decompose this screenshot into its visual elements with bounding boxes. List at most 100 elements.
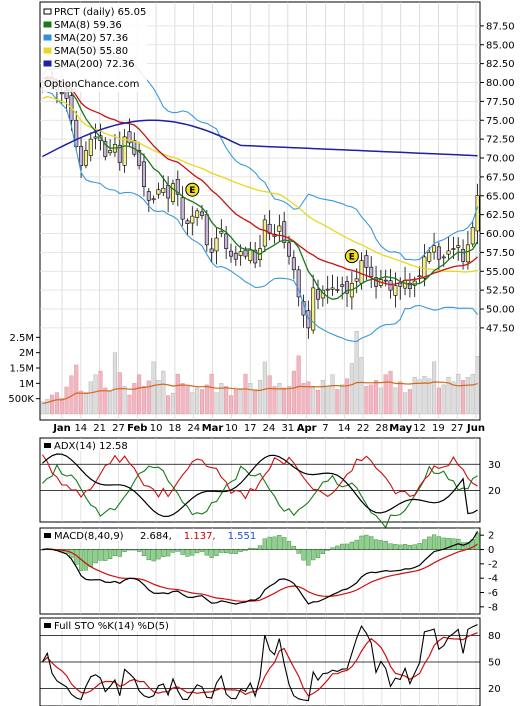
- sto-legend-swatch: [44, 623, 51, 628]
- volume-bar: [103, 387, 108, 415]
- macd-histogram-bar: [127, 549, 132, 551]
- candle-down: [166, 185, 171, 199]
- volume-bar: [301, 383, 306, 415]
- macd-histogram-bar: [98, 549, 103, 561]
- price-tick-label: 60.00: [486, 229, 515, 240]
- adx-label-box: [41, 439, 123, 451]
- candle-up: [248, 249, 253, 261]
- date-axis-label: 10: [150, 423, 163, 434]
- volume-bar: [267, 375, 272, 415]
- volume-bar: [451, 381, 456, 415]
- adx-legend-swatch: [44, 443, 51, 448]
- volume-bar: [243, 373, 248, 415]
- volume-bar: [335, 389, 340, 415]
- macd-tick-label: -2: [488, 559, 498, 570]
- volume-bar: [122, 386, 127, 415]
- volume-bar: [199, 389, 205, 415]
- macd-histogram-bar: [388, 543, 393, 550]
- macd-histogram-bar: [311, 549, 316, 561]
- volume-bar: [311, 387, 316, 415]
- legend-entry: SMA(8) 59.36: [54, 20, 122, 31]
- candle-down: [282, 221, 287, 243]
- sto-k-line: [41, 624, 478, 702]
- date-axis-label: Jun: [466, 423, 485, 434]
- macd-histogram-bar: [243, 549, 248, 551]
- macd-tick-label: -4: [488, 574, 498, 585]
- macd-histogram-bar: [407, 545, 413, 550]
- volume-bar: [79, 390, 84, 415]
- date-axis-label: Apr: [297, 423, 317, 434]
- macd-histogram-bar: [335, 545, 340, 550]
- volume-bar: [354, 331, 359, 415]
- macd-histogram-bar: [253, 548, 258, 550]
- candle-up: [122, 136, 127, 166]
- sma8-line: [42, 79, 479, 300]
- macd-histogram-bar: [209, 549, 214, 558]
- volume-bar: [398, 381, 403, 415]
- sma200-line: [42, 119, 478, 158]
- macd-histogram-bar: [320, 549, 325, 554]
- macd-histogram-bar: [398, 544, 403, 550]
- candle-up: [427, 252, 432, 262]
- macd-histogram-bar: [195, 549, 200, 554]
- macd-histogram-bar: [204, 549, 209, 556]
- volume-bar: [422, 376, 427, 415]
- candle-down: [74, 119, 79, 147]
- candle-down: [374, 277, 379, 287]
- volume-bar: [344, 378, 350, 415]
- macd-histogram-bar: [83, 549, 89, 571]
- date-axis-label: 27: [451, 423, 464, 434]
- sto-label-box: [41, 619, 169, 631]
- volume-bar: [248, 383, 253, 415]
- macd-label-box: [41, 529, 227, 541]
- plus-di-line: [42, 463, 478, 529]
- sto-tick-label: 50: [488, 658, 501, 669]
- volume-tick-label: 2M: [19, 348, 34, 359]
- macd-histogram-bar: [364, 534, 369, 550]
- volume-bar: [224, 386, 229, 415]
- candle-down: [296, 269, 301, 298]
- price-tick-label: 57.50: [486, 248, 515, 259]
- volume-tick-label: 1M: [19, 379, 34, 390]
- price-tick-label: 70.00: [486, 154, 515, 165]
- volume-bar: [117, 372, 122, 415]
- price-tick-label: 65.00: [486, 191, 515, 202]
- candle-down: [204, 214, 209, 246]
- legend-entry: SMA(200) 72.36: [54, 59, 135, 70]
- macd-histogram-bar: [330, 547, 335, 550]
- macd-histogram-bar: [165, 549, 171, 557]
- macd-histogram-bar: [156, 549, 161, 560]
- price-tick-label: 55.00: [486, 267, 515, 278]
- macd-histogram-bar: [199, 549, 205, 552]
- sto-d-line: [41, 632, 478, 697]
- macd-histogram-bar: [378, 540, 384, 550]
- watermark-text: OptionChance.com: [44, 79, 139, 90]
- volume-bar: [108, 390, 113, 415]
- volume-bar: [286, 386, 292, 415]
- volume-bar: [291, 370, 296, 415]
- macd-histogram-bar: [214, 549, 219, 556]
- candle-up: [417, 275, 422, 278]
- candle-down: [369, 266, 374, 277]
- candle-down: [103, 141, 108, 157]
- volume-bar: [378, 387, 383, 415]
- volume-bar: [272, 386, 277, 415]
- volume-bar: [412, 377, 417, 415]
- macd-histogram-bar: [141, 549, 147, 556]
- macd-histogram-bar: [446, 538, 451, 550]
- macd-value: 1.551: [228, 531, 257, 542]
- volume-bar: [403, 392, 408, 415]
- candle-up: [465, 244, 470, 263]
- legend-swatch: [43, 34, 52, 41]
- candle-down: [127, 131, 132, 144]
- macd-histogram-bar: [224, 549, 229, 554]
- macd-histogram-bar: [306, 549, 311, 566]
- candle-down: [146, 191, 151, 201]
- volume-bar: [257, 380, 263, 415]
- macd-histogram-bar: [417, 543, 422, 550]
- candle-down: [209, 248, 214, 253]
- macd-histogram-bar: [132, 549, 137, 551]
- macd-histogram-bar: [175, 549, 180, 552]
- macd-histogram-bar: [291, 545, 296, 550]
- bollinger-lower-line: [42, 89, 479, 343]
